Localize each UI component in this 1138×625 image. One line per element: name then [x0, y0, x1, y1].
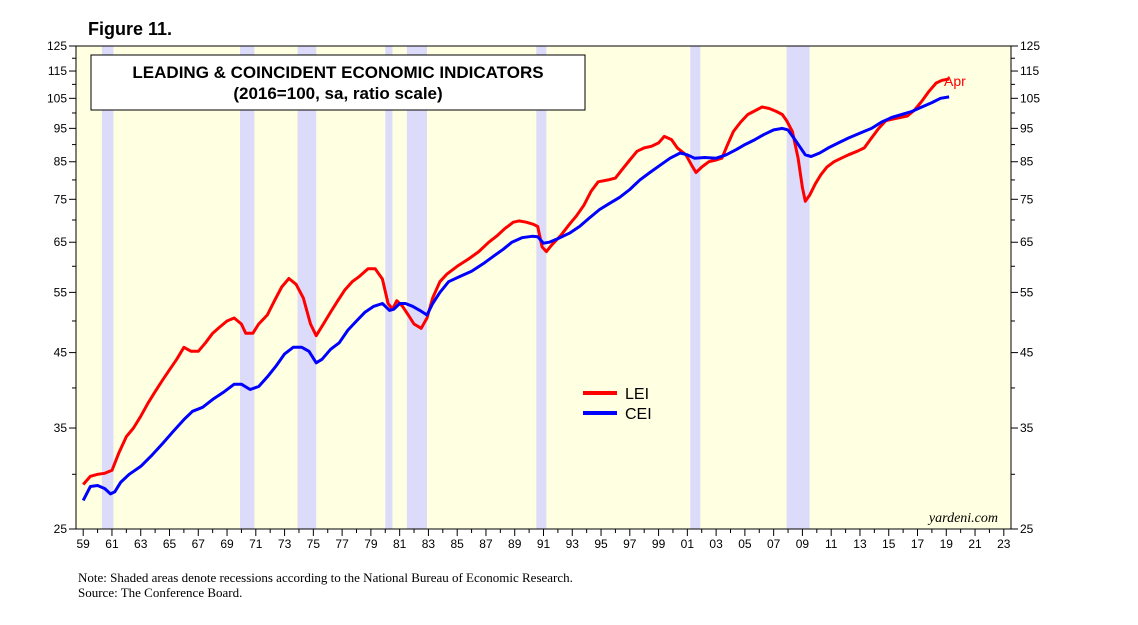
series-line-lei — [82, 77, 950, 486]
recession-band-5 — [536, 46, 547, 529]
x-tick-label: 03 — [709, 537, 723, 551]
legend-label-lei: LEI — [625, 386, 649, 403]
watermark: yardeni.com — [927, 511, 998, 526]
y-tick-left-label: 75 — [54, 192, 68, 206]
y-tick-left-label: 115 — [48, 64, 67, 78]
y-tick-left-label: 35 — [54, 421, 68, 435]
x-axis: 59 61 63 65 67 69 71 73 75 77 79 81 83 85 87 89 91 93 95 97… — [77, 529, 1011, 551]
note-text: Note: Shaded areas denote recessions acc… — [78, 570, 573, 585]
x-tick-label: 13 — [853, 537, 867, 551]
y-tick-right-label: 95 — [1020, 121, 1034, 135]
x-tick-label: 11 — [825, 537, 838, 551]
y-tick-left-label: 125 — [47, 39, 67, 53]
recession-band-2 — [297, 46, 317, 529]
x-tick-label: 75 — [307, 537, 321, 551]
x-tick-label: 91 — [537, 537, 551, 551]
x-tick-label: 99 — [652, 537, 666, 551]
y-tick-left-label: 55 — [54, 285, 68, 299]
title-box: LEADING & COINCIDENT ECONOMIC INDICATORS… — [90, 54, 586, 111]
x-tick-label: 67 — [192, 537, 206, 551]
y-tick-right-label: 105 — [1020, 91, 1040, 105]
x-tick-label: 59 — [77, 537, 91, 551]
recession-band-0 — [101, 46, 114, 529]
y-tick-right-label: 115 — [1020, 64, 1039, 78]
y-tick-left-label: 95 — [54, 121, 68, 135]
y-tick-left-label: 105 — [47, 91, 67, 105]
legend: LEI CEI — [583, 386, 652, 423]
x-tick-label: 15 — [882, 537, 896, 551]
x-tick-label: 65 — [163, 537, 177, 551]
recession-band-6 — [690, 46, 701, 529]
x-tick-label: 87 — [479, 537, 493, 551]
footnotes: Note: Shaded areas denote recessions acc… — [78, 570, 573, 600]
x-tick-label: 83 — [422, 537, 436, 551]
x-tick-label: 71 — [249, 537, 263, 551]
y-tick-right-label: 85 — [1020, 155, 1034, 169]
y-tick-right-label: 35 — [1020, 421, 1034, 435]
y-tick-right-label: 75 — [1020, 192, 1034, 206]
source-text: Source: The Conference Board. — [78, 585, 243, 600]
y-tick-left-label: 65 — [54, 235, 68, 249]
recession-bands — [101, 46, 810, 529]
x-tick-label: 73 — [278, 537, 292, 551]
y-tick-right-label: 65 — [1020, 235, 1034, 249]
y-tick-right-label: 125 — [1020, 39, 1040, 53]
apr-annotation: Apr — [944, 73, 966, 89]
x-tick-label: 69 — [220, 537, 234, 551]
y-axis-right: 25 35 45 55 65 75 85 95 105 115 125 — [1011, 39, 1040, 536]
x-tick-label: 17 — [911, 537, 925, 551]
chart-subtitle: (2016=100, sa, ratio scale) — [233, 84, 442, 103]
y-tick-right-label: 55 — [1020, 285, 1034, 299]
x-tick-label: 89 — [508, 537, 522, 551]
recession-band-4 — [406, 46, 427, 529]
x-tick-label: 01 — [681, 537, 695, 551]
x-tick-label: 93 — [566, 537, 580, 551]
x-tick-label: 79 — [364, 537, 378, 551]
x-tick-label: 81 — [393, 537, 407, 551]
legend-label-cei: CEI — [625, 406, 652, 423]
x-tick-label: 05 — [738, 537, 752, 551]
x-tick-label: 07 — [767, 537, 781, 551]
recession-band-3 — [385, 46, 393, 529]
x-tick-label: 61 — [105, 537, 119, 551]
x-tick-label: 19 — [940, 537, 954, 551]
y-tick-right-label: 25 — [1020, 522, 1034, 536]
y-tick-right-label: 45 — [1020, 346, 1034, 360]
line-chart: 25 35 45 55 65 75 85 95 105 115 125 25 35 45 55 65 75 85… — [47, 39, 1040, 551]
series-lines — [81, 77, 950, 502]
figure-label: Figure 11. — [88, 19, 173, 39]
x-tick-label: 95 — [594, 537, 608, 551]
x-tick-label: 77 — [335, 537, 349, 551]
y-tick-left-label: 45 — [54, 346, 68, 360]
x-tick-label: 21 — [968, 537, 982, 551]
y-tick-left-label: 25 — [54, 522, 68, 536]
x-tick-label: 85 — [451, 537, 465, 551]
x-tick-label: 23 — [997, 537, 1011, 551]
x-tick-label: 97 — [623, 537, 637, 551]
x-tick-label: 63 — [134, 537, 148, 551]
y-axis-left: 25 35 45 55 65 75 85 95 105 115 125 — [47, 39, 76, 536]
series-line-cei — [81, 95, 950, 502]
x-tick-label: 09 — [796, 537, 810, 551]
chart-title: LEADING & COINCIDENT ECONOMIC INDICATORS — [132, 63, 543, 82]
y-tick-left-label: 85 — [54, 155, 68, 169]
recession-band-1 — [239, 46, 255, 529]
recession-band-7 — [786, 46, 810, 529]
